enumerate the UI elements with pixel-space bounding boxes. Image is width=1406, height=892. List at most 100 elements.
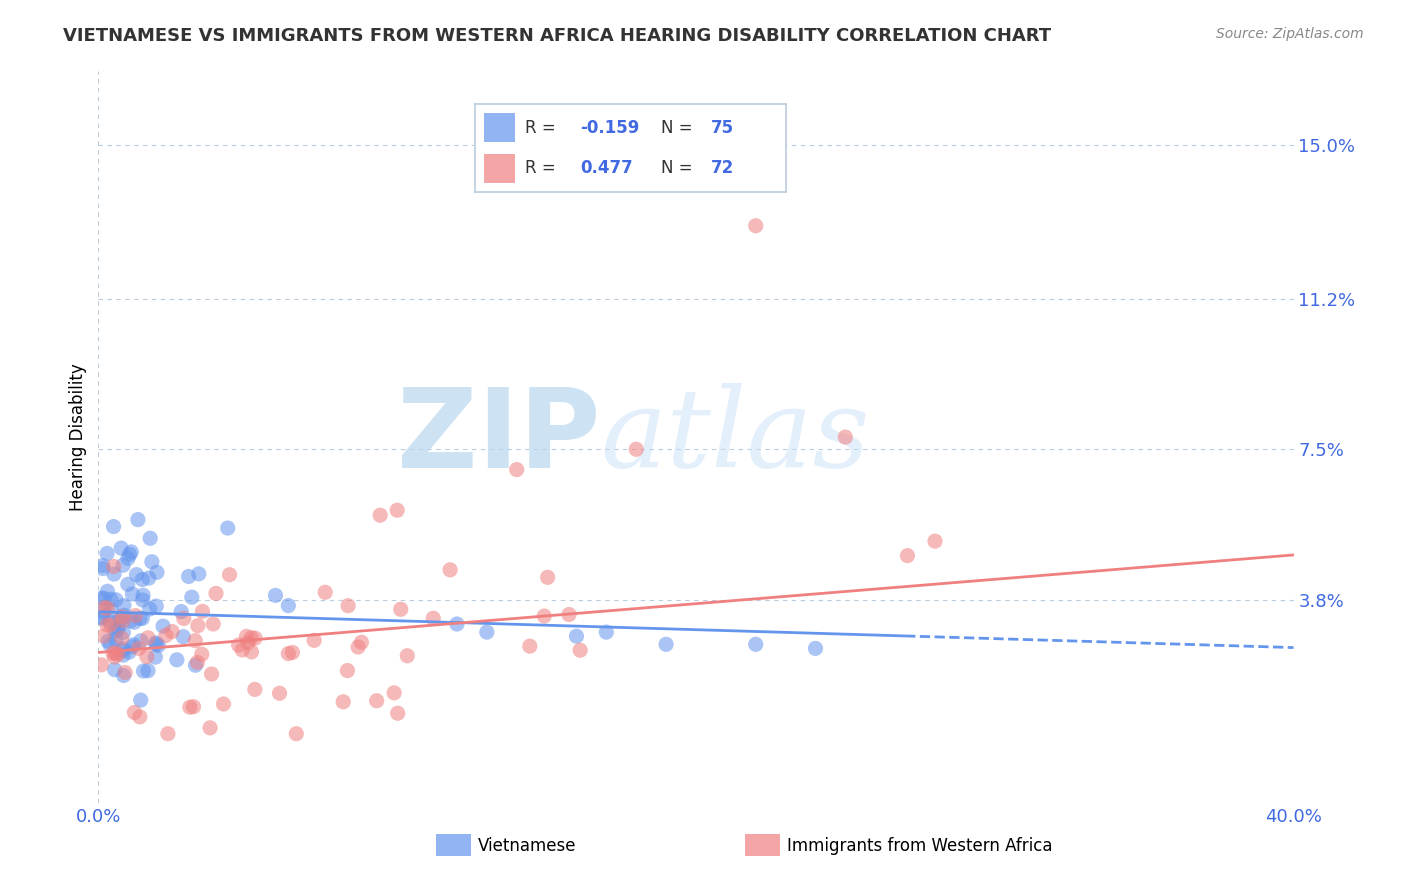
Point [240, 645, 263, 659]
Point [332, 695, 354, 709]
Point [96, 546, 118, 560]
Point [141, 555, 163, 569]
Point [173, 611, 195, 625]
Point [90, 657, 112, 672]
Point [387, 706, 409, 721]
Point [187, 566, 209, 581]
Point [396, 648, 419, 663]
Point [132, 664, 155, 678]
Point [186, 656, 208, 670]
Point [112, 599, 135, 613]
Point [184, 633, 207, 648]
Point [103, 647, 125, 661]
Point [170, 605, 193, 619]
Point [198, 721, 221, 735]
Point [112, 614, 135, 628]
Point [745, 637, 768, 651]
Point [240, 631, 263, 645]
Point [120, 614, 142, 628]
Text: Vietnamese: Vietnamese [478, 837, 576, 855]
Point [131, 573, 153, 587]
Point [302, 633, 325, 648]
Point [565, 629, 588, 643]
Point [138, 602, 160, 616]
Point [389, 602, 412, 616]
Point [184, 658, 207, 673]
Point [350, 635, 373, 649]
Point [90, 611, 112, 625]
Point [569, 643, 592, 657]
Point [96, 601, 118, 615]
Point [191, 604, 214, 618]
Point [105, 615, 128, 629]
Point [112, 648, 135, 662]
Point [180, 590, 202, 604]
Point [128, 710, 150, 724]
Point [533, 609, 555, 624]
Point [136, 631, 159, 645]
Point [422, 611, 444, 625]
Point [179, 700, 201, 714]
Point [145, 599, 167, 613]
Point [368, 508, 391, 523]
Point [337, 599, 360, 613]
Point [107, 648, 129, 662]
Point [105, 623, 128, 637]
Point [804, 641, 827, 656]
Point [655, 637, 678, 651]
Point [191, 647, 214, 661]
Point [118, 645, 141, 659]
Point [745, 219, 768, 233]
Point [896, 549, 918, 563]
Point [125, 567, 148, 582]
Point [231, 643, 253, 657]
Point [200, 667, 222, 681]
Point [281, 645, 304, 659]
Point [128, 641, 150, 656]
Point [506, 462, 529, 476]
Point [146, 566, 169, 580]
Point [145, 650, 167, 665]
Point [103, 519, 125, 533]
Point [114, 665, 136, 680]
Point [177, 569, 200, 583]
Point [98, 638, 121, 652]
Text: Immigrants from Western Africa: Immigrants from Western Africa [787, 837, 1053, 855]
Point [98, 615, 121, 629]
Point [111, 641, 134, 656]
Point [112, 558, 135, 573]
Point [228, 638, 250, 652]
Point [382, 686, 405, 700]
Point [347, 640, 370, 654]
Point [187, 618, 209, 632]
Point [120, 545, 142, 559]
Point [136, 664, 159, 678]
Point [218, 567, 240, 582]
Point [314, 585, 336, 599]
Point [111, 610, 134, 624]
Point [103, 650, 125, 665]
Point [110, 613, 132, 627]
Point [595, 625, 617, 640]
Point [118, 548, 141, 562]
Point [145, 636, 167, 650]
Point [121, 640, 143, 654]
Point [235, 629, 257, 643]
Point [160, 624, 183, 639]
Point [93, 605, 115, 619]
Point [121, 587, 143, 601]
Point [205, 586, 228, 600]
Point [202, 617, 225, 632]
Point [132, 588, 155, 602]
Point [122, 638, 145, 652]
Point [148, 639, 170, 653]
Point [104, 646, 127, 660]
Point [155, 628, 177, 642]
Point [135, 649, 157, 664]
Point [117, 577, 139, 591]
Point [124, 706, 146, 720]
Point [243, 682, 266, 697]
Point [107, 621, 129, 635]
Point [277, 647, 299, 661]
Point [446, 617, 468, 632]
